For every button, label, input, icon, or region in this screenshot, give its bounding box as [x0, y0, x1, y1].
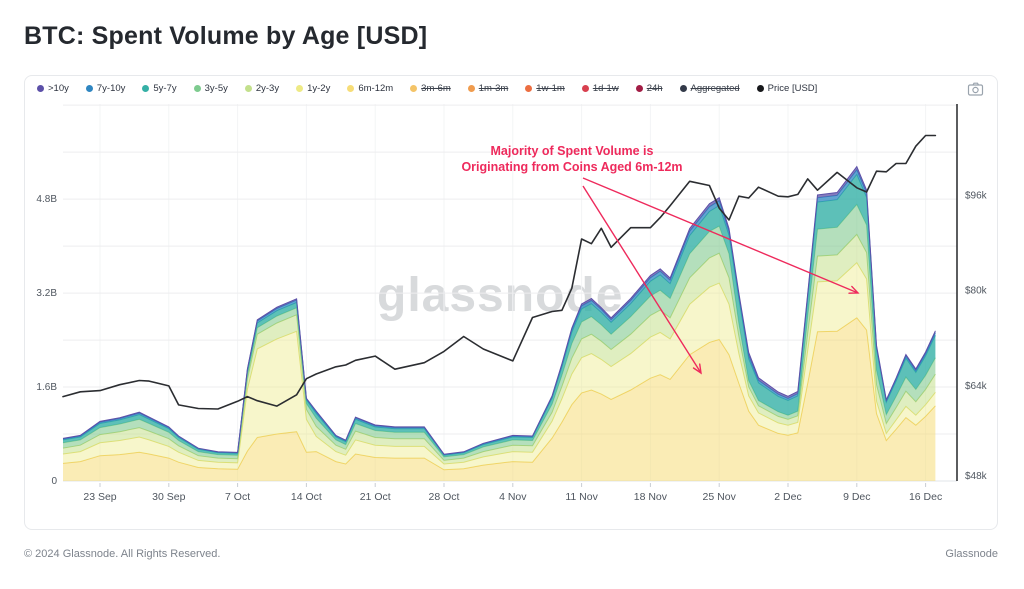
- legend-label: 1w-1m: [536, 82, 565, 94]
- camera-button[interactable]: [967, 81, 985, 97]
- legend-swatch: [347, 84, 355, 92]
- chart-card: >10y 7y-10y 5y-7y 3y-5y 2y-3y 1y-2y 6m-12m 3m-6…: [24, 75, 998, 530]
- svg-text:7 Oct: 7 Oct: [225, 491, 250, 503]
- legend-label: 6m-12m: [358, 82, 394, 94]
- svg-text:25 Nov: 25 Nov: [703, 491, 737, 503]
- legend-swatch: [756, 84, 764, 92]
- legend-swatch: [410, 84, 418, 92]
- legend-label: 3y-5y: [204, 82, 228, 94]
- svg-text:11 Nov: 11 Nov: [565, 491, 598, 503]
- svg-text:3.2B: 3.2B: [36, 288, 57, 299]
- legend-swatch: [142, 84, 150, 92]
- legend-item-5y-7y[interactable]: 5y-7y: [142, 82, 177, 94]
- legend-label: >10y: [48, 82, 69, 94]
- chart-area[interactable]: glassnode 23 Sep 30 Sep 7 Oct 14 Oct 21 Oct 2…: [25, 100, 997, 530]
- legend-swatch: [85, 84, 93, 92]
- camera-icon: [967, 82, 984, 96]
- legend-swatch: [467, 84, 475, 92]
- legend-row: >10y 7y-10y 5y-7y 3y-5y 2y-3y 1y-2y 6m-12m 3m-6…: [25, 76, 997, 100]
- legend-swatch: [635, 84, 643, 92]
- legend-label: Aggregated: [690, 82, 740, 94]
- legend-label: 7y-10y: [96, 82, 126, 94]
- svg-text:$64k: $64k: [965, 381, 988, 392]
- legend: >10y 7y-10y 5y-7y 3y-5y 2y-3y 1y-2y 6m-12m 3m-6…: [37, 83, 817, 94]
- legend-swatch: [244, 84, 252, 92]
- svg-text:16 Dec: 16 Dec: [909, 491, 942, 503]
- legend-item-1d-1w[interactable]: 1d-1w: [581, 82, 619, 94]
- annotation-callout: Majority of Spent Volume is Originating …: [417, 144, 727, 175]
- svg-text:28 Oct: 28 Oct: [429, 491, 460, 503]
- legend-label: Price [USD]: [767, 82, 818, 94]
- svg-text:14 Oct: 14 Oct: [291, 491, 322, 503]
- legend-label: 1y-2y: [307, 82, 331, 94]
- svg-text:1.6B: 1.6B: [36, 382, 57, 393]
- legend-item-1m-3m[interactable]: 1m-3m: [467, 82, 509, 94]
- svg-text:2 Dec: 2 Dec: [774, 491, 801, 503]
- svg-text:0: 0: [51, 476, 57, 487]
- legend-swatch: [37, 84, 44, 92]
- legend-item-2y-3y[interactable]: 2y-3y: [244, 82, 280, 94]
- legend-item-3m-6m[interactable]: 3m-6m: [410, 83, 451, 94]
- chart-canvas[interactable]: 23 Sep 30 Sep 7 Oct 14 Oct 21 Oct 28 Oct 4 Nov…: [25, 100, 997, 530]
- legend-label: 24h: [646, 82, 663, 94]
- legend-item-price-usd-[interactable]: Price [USD]: [756, 82, 818, 94]
- legend-swatch: [679, 84, 687, 92]
- copyright-text: © 2024 Glassnode. All Rights Reserved.: [24, 548, 221, 560]
- legend-label: 2y-3y: [255, 82, 280, 94]
- svg-text:$96k: $96k: [965, 191, 988, 202]
- legend-item--10y[interactable]: >10y: [37, 83, 69, 94]
- legend-swatch: [296, 84, 304, 92]
- svg-text:21 Oct: 21 Oct: [360, 491, 391, 503]
- legend-label: 1m-3m: [478, 82, 509, 94]
- legend-item-6m-12m[interactable]: 6m-12m: [347, 83, 393, 94]
- svg-text:23 Sep: 23 Sep: [83, 491, 116, 503]
- legend-item-7y-10y[interactable]: 7y-10y: [85, 82, 126, 94]
- legend-item-24h[interactable]: 24h: [635, 82, 663, 94]
- svg-text:4 Nov: 4 Nov: [499, 491, 527, 503]
- svg-text:18 Nov: 18 Nov: [634, 491, 668, 503]
- legend-swatch: [525, 84, 533, 92]
- svg-text:9 Dec: 9 Dec: [843, 491, 870, 503]
- legend-item-aggregated[interactable]: Aggregated: [679, 82, 740, 94]
- legend-item-1y-2y[interactable]: 1y-2y: [296, 83, 330, 94]
- legend-swatch: [581, 84, 589, 92]
- svg-text:4.8B: 4.8B: [36, 194, 57, 205]
- legend-label: 3m-6m: [421, 82, 451, 94]
- brand-text: Glassnode: [945, 548, 998, 560]
- annotation-line1: Majority of Spent Volume is: [490, 144, 654, 158]
- svg-text:$80k: $80k: [965, 286, 988, 297]
- legend-label: 5y-7y: [153, 82, 177, 94]
- svg-text:$48k: $48k: [965, 471, 988, 482]
- legend-item-1w-1m[interactable]: 1w-1m: [525, 83, 565, 94]
- page-title: BTC: Spent Volume by Age [USD]: [24, 22, 428, 50]
- legend-item-3y-5y[interactable]: 3y-5y: [193, 82, 228, 94]
- svg-text:30 Sep: 30 Sep: [152, 491, 185, 503]
- annotation-line2: Originating from Coins Aged 6m-12m: [461, 159, 683, 174]
- legend-swatch: [193, 84, 201, 92]
- legend-label: 1d-1w: [592, 82, 619, 94]
